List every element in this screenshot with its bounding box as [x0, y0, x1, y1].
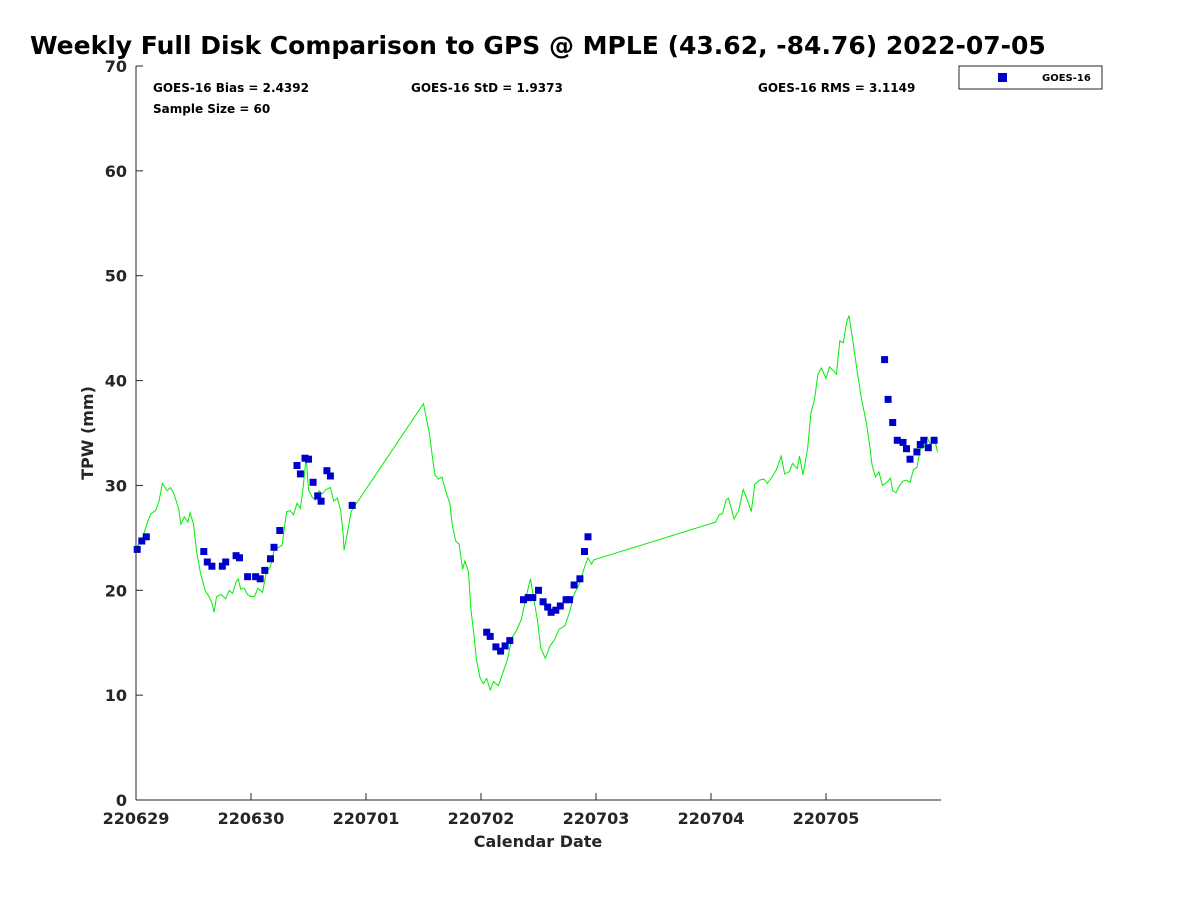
goes16-data-point	[899, 438, 907, 446]
goes16-data-point	[893, 436, 901, 444]
y-tick-label: 40	[105, 372, 127, 391]
x-tick-label: 220705	[793, 809, 860, 828]
bias-stat: GOES-16 Bias = 2.4392	[153, 81, 309, 95]
goes16-data-point	[930, 436, 938, 444]
sample-size-stat: Sample Size = 60	[153, 102, 270, 116]
x-tick-label: 220629	[103, 809, 170, 828]
goes16-data-point	[142, 533, 150, 541]
axes	[135, 66, 941, 801]
legend-box	[958, 65, 1103, 90]
goes16-data-point	[884, 395, 892, 403]
goes16-data-point	[348, 501, 356, 509]
goes16-data-point	[501, 642, 509, 650]
goes16-data-point	[881, 356, 889, 364]
goes16-data-point	[581, 548, 588, 555]
goes16-data-point	[222, 558, 230, 566]
goes16-data-point	[889, 419, 897, 426]
y-ticks: 0 10 20 30 40 50 60 70	[105, 57, 143, 810]
y-tick-label: 50	[105, 267, 127, 286]
legend-label: GOES-16	[1042, 73, 1091, 84]
gps-series-line	[135, 315, 938, 692]
goes16-data-point	[267, 555, 274, 563]
chart-title: Weekly Full Disk Comparison to GPS @ MPL…	[30, 31, 1046, 60]
y-tick-label: 30	[105, 476, 127, 495]
goes16-data-point	[570, 581, 578, 589]
goes16-data-point	[506, 637, 514, 645]
y-tick-label: 10	[105, 686, 127, 705]
goes16-data-point	[903, 445, 910, 453]
y-tick-label: 20	[105, 581, 127, 600]
goes16-data-point	[539, 598, 547, 606]
goes16-data-point	[317, 497, 325, 505]
goes16-data-point	[913, 448, 921, 456]
goes16-data-point	[261, 566, 269, 574]
goes16-data-point	[483, 628, 491, 636]
x-tick-label: 220701	[333, 809, 400, 828]
goes16-data-point	[520, 596, 527, 604]
goes16-data-point	[133, 545, 141, 553]
data-layer	[133, 315, 938, 692]
goes16-data-point	[524, 594, 532, 602]
goes16-data-point	[256, 575, 264, 583]
goes16-data-point	[138, 537, 146, 545]
goes16-data-point	[584, 533, 592, 541]
goes16-data-point	[492, 643, 500, 651]
goes16-data-point	[218, 562, 226, 570]
goes16-data-point	[309, 478, 317, 486]
x-tick-label: 220704	[678, 809, 745, 828]
goes16-data-point	[326, 472, 334, 480]
x-tick-label: 220703	[563, 809, 630, 828]
goes16-data-point	[305, 455, 312, 463]
goes16-data-point	[244, 573, 252, 581]
x-tick-label: 220702	[448, 809, 515, 828]
goes16-data-point	[323, 467, 331, 475]
goes16-data-point	[544, 603, 552, 611]
goes16-data-point	[924, 444, 932, 452]
goes16-data-point	[529, 594, 537, 602]
goes16-data-point	[236, 554, 243, 562]
y-tick-label: 60	[105, 162, 127, 181]
goes16-data-point	[576, 575, 584, 583]
std-stat: GOES-16 StD = 1.9373	[411, 81, 563, 95]
legend-marker	[998, 73, 1007, 82]
y-axis-label: TPW (mm)	[78, 386, 97, 480]
goes16-data-point	[203, 558, 211, 566]
goes16-data-point	[497, 647, 505, 655]
x-ticks: 220629 220630 220701 220702 220703 220704 2207…	[103, 793, 860, 828]
y-tick-label: 0	[116, 791, 127, 810]
goes16-data-point	[566, 596, 573, 604]
goes16-data-point	[296, 470, 304, 478]
goes16-data-point	[556, 602, 564, 610]
goes16-data-point	[270, 543, 278, 551]
x-tick-label: 220630	[218, 809, 285, 828]
goes16-data-point	[547, 608, 555, 616]
x-axis-label: Calendar Date	[474, 832, 603, 851]
goes16-data-point	[276, 527, 284, 534]
plot-area	[136, 66, 941, 800]
goes16-data-point	[920, 436, 928, 444]
goes16-data-point	[486, 632, 494, 640]
goes16-data-point	[535, 586, 542, 594]
goes16-data-point	[552, 606, 560, 614]
goes16-data-point	[200, 548, 208, 555]
legend: GOES-16	[958, 65, 1103, 90]
rms-stat: GOES-16 RMS = 3.1149	[758, 81, 915, 95]
goes16-data-point	[314, 492, 322, 500]
goes16-data-point	[906, 455, 914, 463]
goes16-data-point	[293, 462, 301, 469]
y-tick-label: 70	[105, 57, 127, 76]
goes16-data-point	[208, 562, 216, 570]
goes16-data-point	[252, 573, 260, 581]
goes16-data-point	[916, 441, 924, 448]
